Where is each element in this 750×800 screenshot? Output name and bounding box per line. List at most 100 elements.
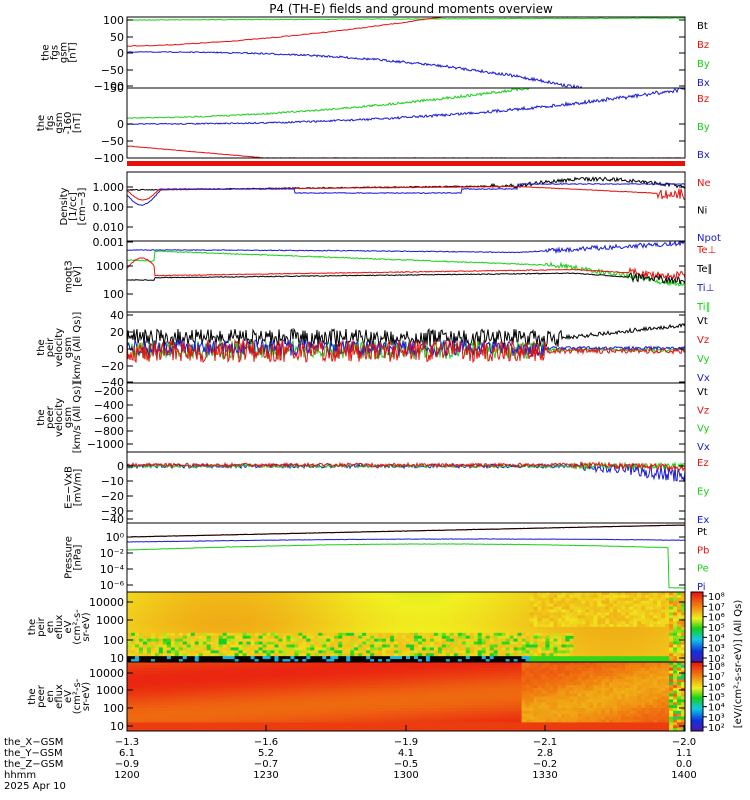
- heat-cell: [453, 618, 459, 622]
- heat-cell: [509, 606, 515, 611]
- heat-cell: [250, 710, 256, 715]
- heat-cell: [170, 621, 176, 625]
- heat-cell: [342, 725, 347, 729]
- heat-cell: [150, 682, 156, 686]
- heat-cell: [310, 659, 315, 662]
- heat-cell: [310, 719, 315, 723]
- y-tick-label: −1000: [87, 438, 124, 451]
- heat-cell: [346, 638, 351, 643]
- heat-cell: [613, 632, 618, 637]
- heat-cell: [557, 594, 563, 599]
- heat-cell: [266, 609, 272, 614]
- heat-cell: [282, 702, 288, 706]
- heat-cell: [370, 612, 375, 616]
- heat-cell: [541, 650, 547, 654]
- heat-cell: [350, 638, 355, 643]
- heat-cell: [338, 624, 343, 628]
- heat-cell: [194, 618, 200, 622]
- heat-cell: [525, 592, 531, 596]
- heat-cell: [338, 594, 343, 599]
- heat-cell: [150, 638, 156, 643]
- heat-cell: [334, 627, 339, 631]
- heat-cell: [338, 716, 343, 721]
- heat-cell: [645, 656, 650, 660]
- heat-cell: [445, 621, 451, 625]
- heat-cell: [198, 615, 204, 619]
- heat-cell: [521, 653, 527, 657]
- heat-cell: [294, 635, 299, 640]
- heat-cell: [254, 597, 260, 602]
- heat-cell: [493, 638, 499, 643]
- heat-cell: [533, 644, 539, 649]
- heat-cell: [601, 641, 606, 646]
- heat-cell: [661, 618, 666, 622]
- heat-cell: [166, 682, 172, 686]
- heat-cell: [154, 600, 160, 605]
- heat-cell: [206, 659, 212, 662]
- heat-cell: [553, 600, 559, 605]
- heat-cell: [150, 635, 156, 640]
- heat-cell: [469, 615, 475, 619]
- heat-cell: [326, 679, 331, 683]
- heat-cell: [186, 702, 192, 706]
- heat-cell: [402, 624, 407, 628]
- heat-cell: [274, 699, 280, 703]
- heat-cell: [206, 624, 212, 628]
- heat-cell: [334, 629, 339, 634]
- heat-cell: [390, 621, 395, 625]
- heat-cell: [278, 708, 284, 712]
- heat-cell: [509, 638, 515, 643]
- heat-cell: [210, 673, 216, 677]
- heat-cell: [509, 656, 515, 660]
- heat-cell: [609, 612, 614, 616]
- heat-cell: [306, 682, 311, 686]
- heat-cell: [437, 606, 443, 611]
- heat-cell: [529, 618, 535, 622]
- heat-cell: [481, 612, 487, 616]
- heat-cell: [553, 647, 559, 651]
- heat-cell: [346, 693, 351, 698]
- heat-cell: [330, 667, 335, 672]
- heat-cell: [429, 594, 435, 599]
- heat-cell: [334, 664, 339, 669]
- heat-cell: [130, 606, 136, 611]
- heat-cell: [234, 710, 240, 715]
- heat-cell: [553, 627, 559, 631]
- heat-cell: [258, 627, 264, 631]
- heat-cell: [178, 679, 184, 683]
- heat-cell: [274, 722, 280, 726]
- heat-cell: [254, 632, 260, 637]
- heat-cell: [302, 696, 307, 700]
- series-Bx: [127, 51, 589, 88]
- heat-cell: [346, 673, 351, 677]
- heat-cell: [330, 621, 335, 625]
- heat-cell: [549, 594, 555, 599]
- heat-cell: [270, 670, 276, 675]
- heat-cell: [218, 641, 224, 646]
- y-axis-label: peir: [45, 337, 56, 357]
- heat-cell: [342, 719, 347, 723]
- legend-Vy: Vy: [697, 354, 710, 365]
- heat-cell: [127, 676, 132, 680]
- heat-cell: [170, 653, 176, 657]
- heat-cell: [489, 592, 495, 596]
- heat-cell: [130, 659, 136, 662]
- heat-cell: [218, 690, 224, 695]
- heat-cell: [210, 667, 216, 672]
- heat-cell: [242, 638, 248, 643]
- heat-cell: [437, 612, 443, 616]
- heat-cell: [581, 638, 586, 643]
- heat-cell: [194, 716, 200, 721]
- heat-cell: [258, 603, 264, 608]
- heat-cell: [489, 629, 495, 634]
- heat-cell: [613, 647, 618, 651]
- heat-cell: [194, 693, 200, 698]
- heat-cell: [218, 673, 224, 677]
- heat-cell: [158, 656, 164, 660]
- heat-cell: [166, 612, 172, 616]
- heat-cell: [557, 615, 563, 619]
- heat-cell: [262, 702, 268, 706]
- heat-cell: [362, 635, 367, 640]
- heat-cell: [194, 621, 200, 625]
